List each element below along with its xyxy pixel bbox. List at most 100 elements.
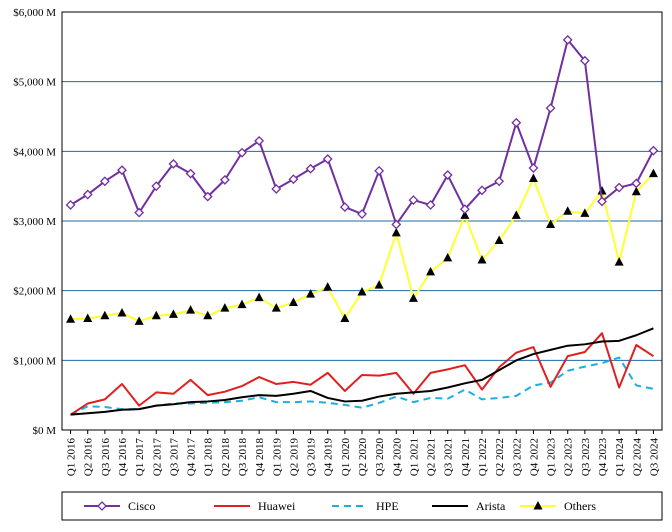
series-line-cisco [70,38,655,226]
legend-item-hpe: HPE [332,499,399,513]
data-point [134,207,145,218]
series-line-huawei [70,332,654,416]
data-point [408,195,419,206]
data-point [546,219,556,228]
data-point [408,293,418,302]
x-tick-label: Q2 2018 [220,438,232,477]
x-tick-label: Q1 2017 [134,438,146,477]
x-tick-label: Q3 2017 [168,438,180,477]
data-point [459,204,470,215]
x-tick-label: Q3 2023 [580,438,592,477]
series-huawei [70,332,654,416]
data-point [357,209,367,219]
data-point [648,145,659,156]
data-point [99,176,110,187]
data-point [442,170,453,180]
data-point [511,117,522,128]
data-point [168,309,178,318]
data-point [545,103,556,114]
data-point [151,310,161,320]
legend-label: HPE [376,499,399,513]
legend-item-huawei: Huawei [214,499,296,513]
data-point [306,289,316,298]
data-point [305,163,316,174]
x-tick-label: Q1 2022 [477,438,489,476]
data-point [323,282,333,291]
data-point [237,147,247,158]
data-point [202,191,213,202]
data-point [426,266,436,276]
data-point [494,176,505,187]
data-point [562,34,573,45]
legend: Cisco Huawei HPE Arista Others [61,491,663,521]
x-tick-label: Q3 2016 [100,438,112,477]
data-point [374,280,384,289]
data-point [648,168,658,178]
series-cisco [65,34,659,230]
data-point [219,174,230,185]
data-point [186,305,196,314]
data-point [528,173,538,183]
data-point [425,200,436,210]
legend-label: Others [564,499,596,513]
x-tick-label: Q4 2023 [597,438,609,477]
x-tick-label: Q3 2018 [237,438,249,477]
y-axis-ticks: $0 M $1,000 M $2,000 M $3,000 M $4,000 M $5,0… [13,7,56,437]
x-tick-label: Q4 2016 [117,438,129,477]
x-tick-label: Q3 2024 [648,438,660,477]
data-point [288,174,299,185]
data-point [288,297,298,307]
data-point [443,252,453,262]
data-point [631,186,641,196]
x-tick-label: Q4 2021 [460,438,472,476]
legend-item-arista: Arista [432,499,506,513]
x-tick-label: Q2 2021 [426,438,438,476]
data-point [579,55,590,66]
series-layer [65,34,659,416]
data-point [391,227,401,237]
data-point [100,310,110,320]
x-tick-label: Q4 2020 [391,438,403,477]
x-tick-label: Q3 2020 [374,438,386,477]
x-tick-label: Q1 2024 [614,438,626,477]
x-tick-label: Q1 2020 [340,438,352,477]
data-point [66,314,76,323]
x-tick-label: Q4 2018 [254,438,266,477]
x-tick-label: Q4 2017 [186,438,198,477]
data-point [254,292,264,302]
y-tick-label: $3,000 M [13,216,56,228]
data-point [117,307,127,317]
series-others [66,168,658,325]
legend-label: Cisco [128,499,155,513]
x-tick-label: Q3 2019 [306,438,318,477]
y-tick-label: $0 M [32,425,56,437]
data-point [339,202,350,212]
x-tick-label: Q4 2019 [323,438,335,477]
x-tick-label: Q2 2023 [563,438,575,477]
data-point [511,210,521,219]
series-arista [70,327,654,416]
data-point [185,168,196,179]
data-point [168,158,179,169]
legend-item-others: Others [520,499,596,513]
data-point [271,184,282,194]
y-tick-label: $2,000 M [13,286,56,298]
data-point [203,310,213,320]
data-point [117,165,127,176]
x-tick-label: Q1 2021 [408,438,420,476]
data-point [134,316,144,325]
data-point [340,313,350,323]
data-point [322,154,333,164]
x-tick-label: Q2 2016 [83,438,95,477]
data-point [83,313,93,323]
x-tick-label: Q1 2016 [66,438,78,477]
x-tick-label: Q2 2019 [288,438,300,477]
x-tick-label: Q4 2022 [528,438,540,476]
data-point [597,196,607,207]
y-tick-label: $5,000 M [13,77,56,89]
legend-marker [97,501,107,511]
data-point [391,219,402,230]
legend-marker [533,501,543,510]
data-point [477,185,487,196]
